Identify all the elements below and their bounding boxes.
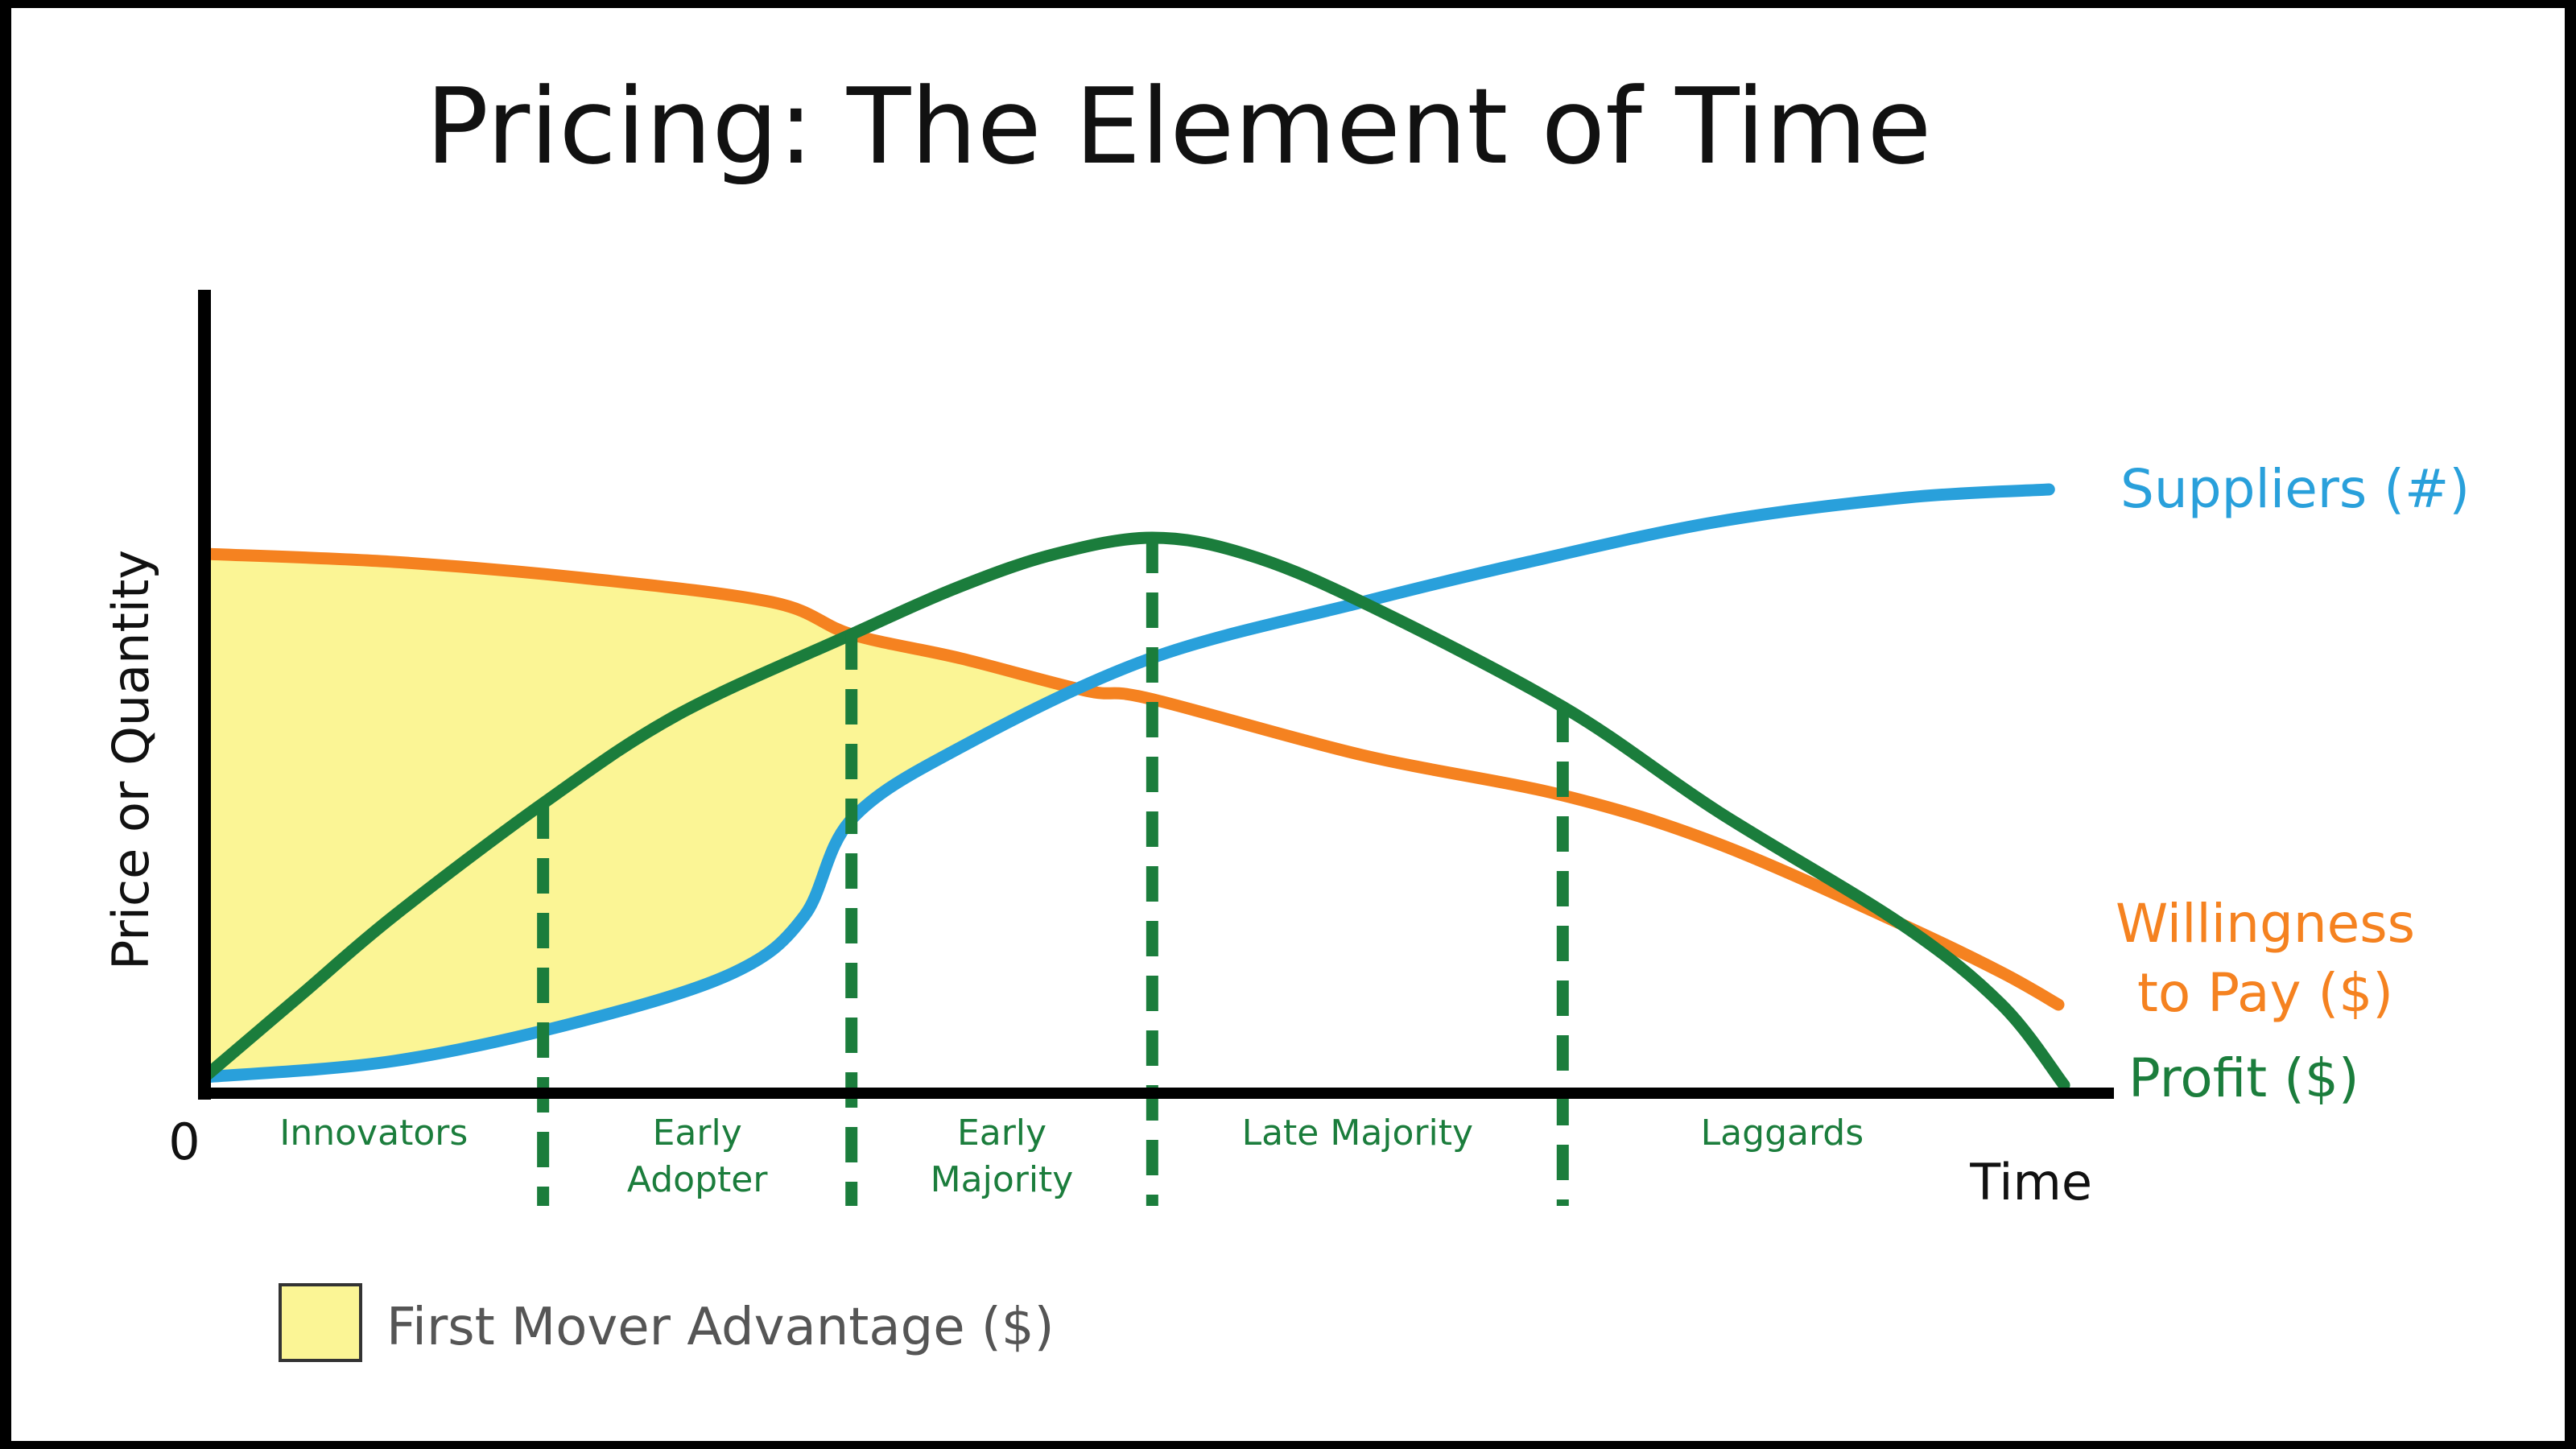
origin-label: 0 (168, 1113, 200, 1171)
stage-label: Late Majority (1242, 1113, 1473, 1154)
chart-title: Pricing: The Element of Time (426, 65, 1932, 188)
willingness-to-pay-label: Willingness to Pay ($) (2116, 893, 2415, 1024)
pricing-chart: Price or Quantity Time 0 Innovators Early Ado… (101, 65, 2470, 1362)
first-mover-region (204, 554, 1084, 1077)
legend-label: First Mover Advantage ($) (386, 1298, 1055, 1357)
stage-label: Early Majority (931, 1113, 1074, 1200)
willingness-to-pay-line (198, 547, 2065, 1011)
x-axis-label: Time (1969, 1153, 2092, 1212)
stage-label: Laggards (1701, 1113, 1864, 1154)
legend-swatch (279, 1283, 362, 1362)
y-axis-label: Price or Quantity (101, 550, 160, 970)
suppliers-label: Suppliers (#) (2120, 458, 2470, 520)
profit-line (198, 531, 2070, 1092)
stage-label: Innovators (279, 1113, 468, 1154)
suppliers-line (198, 483, 2055, 1084)
profit-label: Profit ($) (2128, 1047, 2359, 1109)
stage-label: Early Adopter (627, 1113, 768, 1200)
slide: Price or Quantity Time 0 Innovators Early Ado… (11, 8, 2565, 1441)
